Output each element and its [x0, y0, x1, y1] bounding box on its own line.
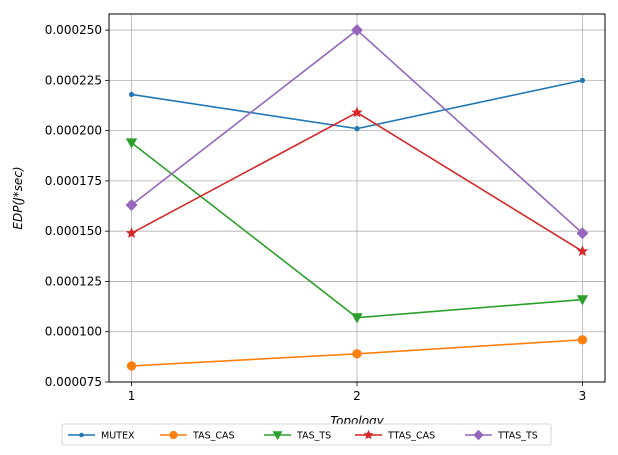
data-point: [351, 24, 363, 37]
data-point: [128, 91, 135, 98]
series-tas-cas: [126, 335, 588, 371]
series-ttas-cas: [125, 106, 589, 257]
legend: MUTEX TAS_CAS TAS_TS TTAS_CAS TTAS_TS: [61, 423, 552, 446]
legend-item: TTAS_CAS: [355, 429, 435, 442]
series-tas-ts: [125, 138, 589, 324]
legend-marker: [473, 429, 484, 441]
y-axis-label: EDP(J*sec): [11, 166, 25, 229]
series-layer: [125, 24, 589, 371]
y-axis: 0.000075 0.000100 0.000125 0.000150 0.000175…: [45, 23, 109, 389]
legend-marker: [169, 430, 178, 440]
x-axis: 1 2 3: [128, 382, 587, 403]
data-point: [576, 227, 589, 240]
data-point: [125, 227, 138, 238]
x-tick-label: 1: [128, 389, 136, 403]
series-mutex: [128, 77, 586, 132]
y-tick-label: 0.000150: [45, 224, 102, 238]
legend-marker: [363, 429, 374, 440]
legend-item: TTAS_TS: [465, 429, 538, 442]
data-point: [351, 313, 363, 324]
y-tick-label: 0.000125: [45, 274, 102, 288]
data-point: [576, 295, 589, 306]
legend-item: MUTEX: [68, 431, 135, 442]
grid-lines: [109, 14, 605, 383]
x-tick-label: 2: [353, 389, 361, 403]
legend-label: TTAS_CAS: [387, 431, 435, 442]
legend-label: TAS_CAS: [192, 431, 235, 442]
y-tick-label: 0.000200: [45, 124, 102, 138]
legend-label: TTAS_TS: [497, 431, 538, 442]
series-ttas-ts: [125, 24, 589, 240]
y-tick-label: 0.000250: [45, 23, 102, 37]
y-tick-label: 0.000075: [45, 375, 102, 389]
data-point: [352, 349, 362, 359]
legend-marker: [79, 432, 84, 438]
data-point: [125, 138, 138, 149]
x-tick-label: 3: [579, 389, 587, 403]
legend-frame: [61, 423, 552, 446]
data-point: [576, 245, 589, 257]
legend-label: TAS_TS: [296, 431, 331, 442]
data-point: [125, 199, 138, 211]
data-point: [351, 106, 363, 118]
legend-label: MUTEX: [101, 431, 135, 442]
data-point: [354, 126, 360, 132]
data-point: [126, 361, 137, 371]
data-point: [577, 335, 588, 345]
legend-item: TAS_CAS: [160, 431, 235, 442]
y-tick-label: 0.000100: [45, 325, 102, 339]
data-point: [579, 77, 586, 83]
y-tick-label: 0.000175: [45, 174, 102, 188]
legend-marker: [272, 431, 283, 441]
legend-item: TAS_TS: [264, 431, 331, 442]
y-tick-label: 0.000225: [45, 73, 102, 87]
